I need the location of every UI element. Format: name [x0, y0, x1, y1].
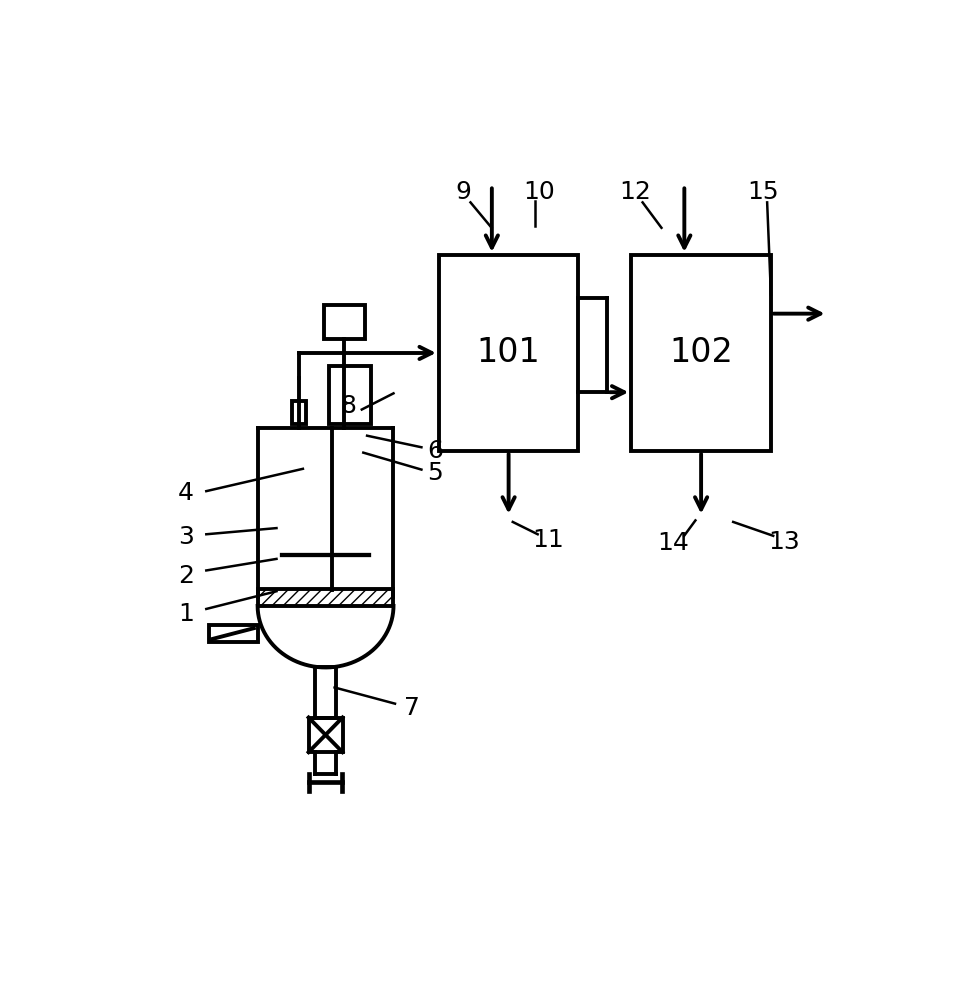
Text: 6: 6	[427, 439, 443, 463]
Bar	[438, 255, 579, 451]
Bar	[323, 305, 365, 339]
Text: 101: 101	[476, 336, 541, 369]
Text: 4: 4	[178, 481, 194, 505]
Bar	[208, 625, 257, 642]
Text: 14: 14	[656, 532, 689, 556]
Text: 2: 2	[178, 564, 194, 588]
Text: 15: 15	[748, 180, 779, 204]
Bar	[631, 255, 771, 451]
Bar	[258, 589, 393, 606]
Text: 7: 7	[404, 696, 421, 720]
Bar	[292, 401, 306, 424]
Text: 9: 9	[455, 180, 470, 204]
Text: 5: 5	[428, 461, 443, 485]
Bar	[329, 366, 371, 424]
Text: 8: 8	[340, 394, 356, 418]
Text: 13: 13	[768, 530, 801, 554]
Text: 1: 1	[178, 602, 194, 626]
Bar	[309, 718, 343, 752]
Text: 10: 10	[523, 180, 555, 204]
Text: 12: 12	[619, 180, 651, 204]
Text: 3: 3	[178, 525, 194, 549]
Text: 102: 102	[669, 336, 733, 369]
Text: 11: 11	[533, 528, 564, 552]
